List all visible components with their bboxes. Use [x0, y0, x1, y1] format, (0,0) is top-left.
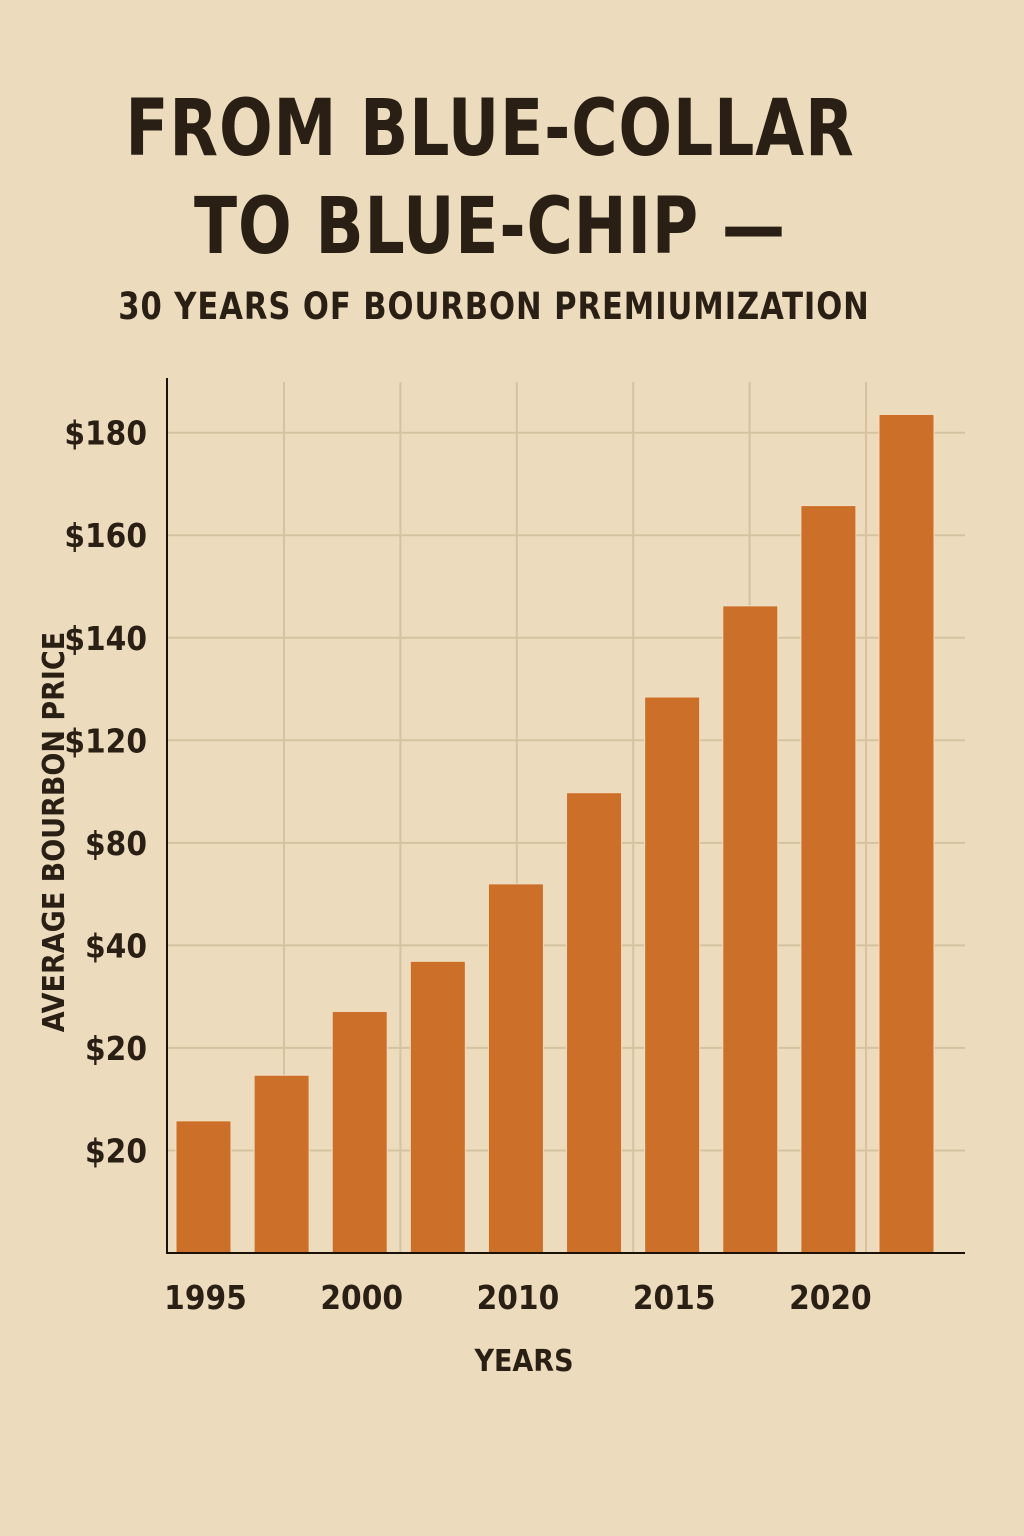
bar-2010 — [487, 883, 544, 1254]
bar-item-4 — [409, 960, 466, 1254]
bar-item-8 — [722, 605, 779, 1254]
x-axis-label: YEARS — [473, 1344, 573, 1379]
bar-2000 — [331, 1010, 388, 1254]
y-tick-labels: $20 $20 $40 $80 $120 $140 $160 $180 — [64, 414, 147, 1171]
y-tick-label: $120 — [64, 721, 147, 760]
x-tick-label: 2000 — [320, 1278, 403, 1317]
bar-item-10 — [878, 413, 935, 1254]
chart-title-line-1: FROM BLUE-COLLAR — [125, 84, 855, 174]
bar-2015 — [644, 696, 701, 1254]
y-tick-label: $20 — [85, 1029, 147, 1068]
bars — [175, 413, 935, 1254]
x-tick-label: 2010 — [477, 1278, 560, 1317]
bar-1995 — [175, 1120, 232, 1254]
x-tick-label: 1995 — [164, 1278, 247, 1317]
y-tick-label: $40 — [85, 926, 147, 965]
x-tick-labels: 1995 2000 2010 2015 2020 — [164, 1278, 872, 1317]
bar-2020 — [800, 505, 857, 1254]
y-tick-label: $80 — [85, 824, 147, 863]
bar-item-6 — [566, 792, 623, 1254]
bar-item-2 — [253, 1074, 310, 1254]
y-tick-label: $160 — [64, 516, 147, 555]
x-tick-label: 2015 — [633, 1278, 716, 1317]
y-tick-label: $20 — [85, 1131, 147, 1170]
chart-title-line-2: TO BLUE-CHIP — — [194, 182, 786, 272]
chart-subtitle: 30 YEARS OF BOURBON PREMIUMIZATION — [118, 285, 870, 328]
y-tick-label: $140 — [64, 619, 147, 658]
x-tick-label: 2020 — [789, 1278, 872, 1317]
y-tick-label: $180 — [64, 414, 147, 453]
y-axis-label: AVERAGE BOURBON PRICE — [37, 632, 72, 1032]
